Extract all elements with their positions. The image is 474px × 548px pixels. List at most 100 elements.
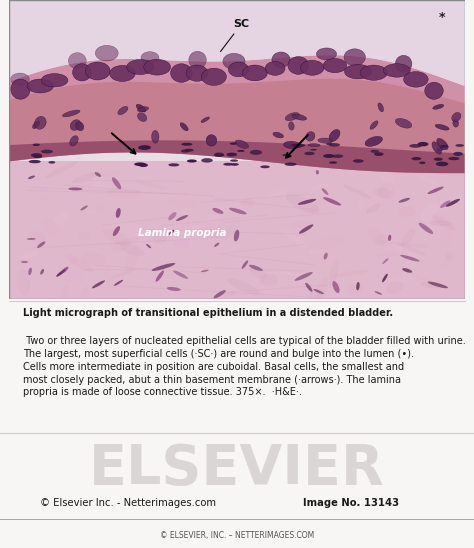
Ellipse shape <box>453 152 463 156</box>
Ellipse shape <box>236 218 253 242</box>
Ellipse shape <box>323 59 346 73</box>
Ellipse shape <box>25 246 48 250</box>
Ellipse shape <box>36 196 53 201</box>
Ellipse shape <box>366 203 381 214</box>
Ellipse shape <box>389 287 408 297</box>
Ellipse shape <box>118 106 128 115</box>
Ellipse shape <box>31 153 42 157</box>
Ellipse shape <box>284 163 297 166</box>
Ellipse shape <box>283 230 309 248</box>
Ellipse shape <box>230 142 237 145</box>
Ellipse shape <box>114 280 123 286</box>
Ellipse shape <box>395 246 419 261</box>
Ellipse shape <box>345 64 372 79</box>
Ellipse shape <box>189 52 206 68</box>
Ellipse shape <box>367 228 386 247</box>
Ellipse shape <box>68 53 86 69</box>
Ellipse shape <box>68 256 77 266</box>
Ellipse shape <box>108 188 140 197</box>
Ellipse shape <box>332 270 370 277</box>
Ellipse shape <box>440 145 448 147</box>
Ellipse shape <box>141 52 159 64</box>
Ellipse shape <box>407 271 439 286</box>
Ellipse shape <box>273 132 283 138</box>
Ellipse shape <box>301 60 324 75</box>
Ellipse shape <box>224 247 253 262</box>
Ellipse shape <box>116 220 145 236</box>
Ellipse shape <box>293 145 301 148</box>
Ellipse shape <box>418 142 428 146</box>
Ellipse shape <box>325 270 333 293</box>
Ellipse shape <box>308 182 330 190</box>
Ellipse shape <box>448 195 465 205</box>
Ellipse shape <box>382 273 388 282</box>
Ellipse shape <box>223 163 233 165</box>
Ellipse shape <box>249 266 267 278</box>
Ellipse shape <box>374 152 383 156</box>
Ellipse shape <box>260 165 270 168</box>
Ellipse shape <box>63 110 80 117</box>
Ellipse shape <box>134 162 146 166</box>
Ellipse shape <box>78 232 91 241</box>
Ellipse shape <box>234 230 239 241</box>
Ellipse shape <box>283 141 301 149</box>
Ellipse shape <box>453 119 458 127</box>
Ellipse shape <box>317 203 341 225</box>
Ellipse shape <box>446 199 460 207</box>
Ellipse shape <box>183 192 204 207</box>
Ellipse shape <box>214 290 226 298</box>
Ellipse shape <box>221 230 259 236</box>
Polygon shape <box>9 55 465 173</box>
Ellipse shape <box>371 150 379 153</box>
Ellipse shape <box>198 226 227 238</box>
Text: Light micrograph of transitional epithelium in a distended bladder.: Light micrograph of transitional epithel… <box>23 308 393 318</box>
Ellipse shape <box>137 107 149 112</box>
Ellipse shape <box>360 65 387 80</box>
Ellipse shape <box>173 239 190 248</box>
Ellipse shape <box>317 48 337 60</box>
Ellipse shape <box>285 112 299 121</box>
Ellipse shape <box>138 163 148 167</box>
Ellipse shape <box>82 213 104 222</box>
Ellipse shape <box>332 281 339 293</box>
Ellipse shape <box>184 149 194 152</box>
Ellipse shape <box>125 247 139 270</box>
Bar <box>9 161 465 299</box>
Ellipse shape <box>110 269 135 279</box>
Ellipse shape <box>332 155 343 158</box>
Ellipse shape <box>386 281 403 294</box>
Ellipse shape <box>456 144 464 147</box>
Ellipse shape <box>92 281 105 288</box>
Ellipse shape <box>329 161 337 164</box>
Ellipse shape <box>343 185 371 198</box>
Ellipse shape <box>398 243 426 255</box>
Ellipse shape <box>316 170 319 174</box>
Ellipse shape <box>37 242 46 248</box>
Ellipse shape <box>70 136 78 146</box>
Ellipse shape <box>315 277 328 301</box>
Ellipse shape <box>17 270 30 295</box>
Ellipse shape <box>299 224 313 233</box>
Ellipse shape <box>201 68 227 85</box>
Ellipse shape <box>240 198 255 207</box>
Ellipse shape <box>400 255 419 261</box>
Ellipse shape <box>374 188 395 198</box>
Ellipse shape <box>437 146 447 151</box>
Ellipse shape <box>295 272 313 281</box>
Ellipse shape <box>81 253 106 265</box>
Ellipse shape <box>435 124 449 130</box>
Ellipse shape <box>181 150 190 153</box>
Ellipse shape <box>11 79 30 99</box>
Ellipse shape <box>428 186 444 194</box>
Ellipse shape <box>167 287 181 291</box>
Ellipse shape <box>288 56 309 75</box>
Ellipse shape <box>136 229 150 255</box>
Ellipse shape <box>284 222 307 234</box>
Ellipse shape <box>76 286 90 305</box>
Ellipse shape <box>155 271 164 282</box>
Ellipse shape <box>378 103 383 112</box>
Ellipse shape <box>276 178 311 183</box>
Ellipse shape <box>171 64 192 82</box>
Ellipse shape <box>76 122 84 131</box>
Ellipse shape <box>313 289 324 294</box>
